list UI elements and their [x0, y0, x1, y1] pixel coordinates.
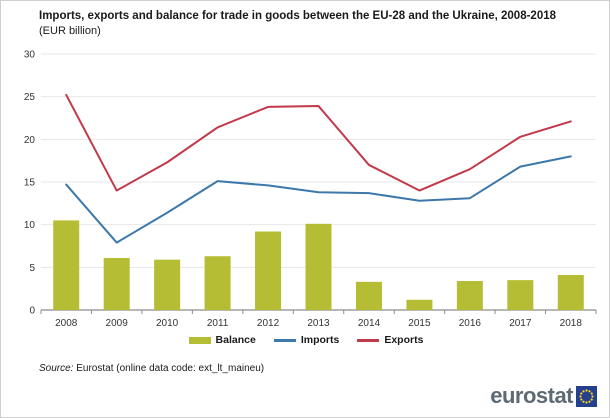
eu-flag-star — [585, 400, 588, 404]
eu-flag-star — [588, 400, 591, 403]
x-tick-label: 2011 — [207, 318, 229, 329]
balance-bar — [355, 281, 382, 310]
legend-swatch-imports — [273, 338, 296, 342]
balance-bar — [103, 257, 130, 310]
balance-bar — [154, 259, 181, 310]
y-tick-label: 10 — [24, 220, 36, 231]
x-tick-label: 2018 — [560, 318, 583, 329]
y-tick-label: 5 — [29, 263, 35, 274]
eu-flag-star — [588, 389, 591, 392]
balance-bar — [456, 280, 483, 310]
balance-bar — [507, 280, 534, 310]
balance-bar — [305, 223, 332, 310]
y-tick-label: 25 — [24, 92, 36, 103]
chart-legend: Balance Imports Exports — [1, 332, 610, 348]
legend-item-exports: Exports — [357, 334, 423, 346]
x-tick-label: 2012 — [257, 318, 280, 329]
eu-flag-square — [576, 385, 597, 407]
eu-flag-star — [582, 400, 585, 403]
x-tick-label: 2014 — [358, 318, 381, 329]
x-tick-label: 2017 — [509, 318, 532, 329]
eu-flag-star — [580, 397, 583, 401]
y-tick-label: 30 — [24, 50, 36, 61]
legend-item-imports: Imports — [273, 334, 340, 346]
eu-flag-star — [585, 388, 588, 392]
x-tick-label: 2016 — [459, 318, 482, 329]
legend-swatch-balance — [188, 336, 211, 344]
x-tick-label: 2008 — [55, 318, 78, 329]
balance-bar — [255, 231, 282, 310]
trade-chart: 0 5 10 15 20 25 30 2008 2009 2010 2011 2012 2013 2014… — [24, 50, 597, 329]
eurostat-logo: eurostat — [490, 385, 597, 407]
eu-flag-star — [590, 391, 593, 395]
balance-bar — [53, 220, 80, 310]
x-tick-label: 2015 — [408, 318, 431, 329]
exports-line — [65, 93, 572, 192]
chart-subtitle: (EUR billion) — [39, 25, 101, 37]
chart-title: Imports, exports and balance for trade i… — [39, 10, 557, 22]
legend-label: Imports — [300, 334, 340, 346]
x-tick-label: 2013 — [307, 318, 330, 329]
eu-flag-icon — [576, 385, 597, 407]
y-tick-label: 15 — [24, 178, 36, 189]
balance-bar — [406, 299, 433, 310]
eurostat-logo-text: eurostat — [490, 383, 573, 408]
legend-item-balance: Balance — [188, 334, 256, 346]
balance-bar — [557, 275, 584, 310]
x-tick-label: 2010 — [156, 318, 179, 329]
imports-line — [65, 155, 572, 244]
eu-flag-star — [591, 394, 594, 398]
balance-bar — [204, 256, 231, 310]
legend-swatch-exports — [357, 338, 380, 342]
eu-flag-star — [579, 394, 582, 398]
source-label: Source: — [39, 363, 74, 374]
eu-flag-star — [580, 391, 583, 395]
eu-flag-star — [582, 389, 585, 392]
eu-flag-star — [590, 397, 593, 401]
x-tick-label: 2009 — [106, 318, 129, 329]
y-tick-label: 20 — [24, 135, 36, 146]
source-text: Eurostat (online data code: ext_lt_maine… — [73, 363, 265, 374]
legend-label: Exports — [384, 334, 424, 346]
legend-label: Balance — [215, 334, 256, 346]
source-note: Source: Eurostat (online data code: ext_… — [39, 363, 264, 374]
y-tick-label: 0 — [29, 306, 35, 317]
